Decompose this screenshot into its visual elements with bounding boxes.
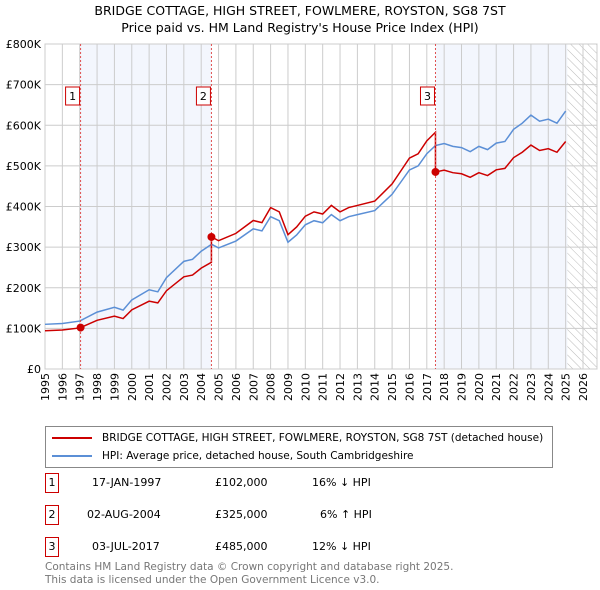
x-tick-label: 2005 [213,373,226,401]
x-tick-label: 2007 [247,373,260,401]
x-tick-label: 2023 [525,373,538,401]
sale-label: 1 [69,90,76,103]
footer-copyright: Contains HM Land Registry data © Crown c… [45,561,454,573]
x-tick-label: 1999 [108,373,121,401]
x-tick-label: 1995 [39,373,52,401]
x-tick-label: 2022 [508,373,521,401]
sale-label-box [195,86,211,106]
x-tick-label: 2013 [351,373,364,401]
x-tick-label: 2008 [265,373,278,401]
chart-title: BRIDGE COTTAGE, HIGH STREET, FOWLMERE, R… [94,3,506,18]
sale-label: 3 [424,90,431,103]
sale-number: 2 [45,505,59,525]
x-tick-label: 2016 [403,373,416,401]
x-tick-label: 2010 [299,373,312,401]
x-tick-label: 2004 [195,373,208,401]
sale-date: 02-AUG-2004 [87,508,161,521]
sale-label-box [419,86,435,106]
x-tick-label: 2015 [386,373,399,401]
x-tick-label: 2024 [542,373,555,401]
sale-date: 17-JAN-1997 [92,476,162,489]
x-tick-label: 2006 [230,373,243,401]
sale-hpi-diff: 6% ↑ HPI [320,508,372,521]
x-tick-label: 2012 [334,373,347,401]
x-tick-label: 2003 [178,373,191,401]
y-tick-label: £0 [27,363,41,376]
y-tick-label: £200K [6,282,42,295]
y-tick-label: £800K [6,38,42,51]
y-tick-label: £300K [6,241,42,254]
sale-point [207,232,216,241]
y-tick-label: £500K [6,160,42,173]
chart-subtitle: Price paid vs. HM Land Registry's House … [121,20,479,35]
sale-label: 2 [200,90,207,103]
sale-date: 03-JUL-2017 [92,540,160,553]
property-line [44,130,567,332]
x-tick-label: 2002 [160,373,173,401]
x-tick-label: 1997 [74,373,87,401]
x-tick-label: 1996 [56,373,69,401]
sale-price: £485,000 [215,540,268,553]
x-tick-label: 2019 [456,373,469,401]
sale-price: £325,000 [215,508,268,521]
sale-row: 1 17-JAN-1997 £102,000 16% ↓ HPI [45,473,445,493]
y-tick-label: £700K [6,79,42,92]
y-tick-label: £100K [6,322,42,335]
hpi-line [44,110,567,326]
price-chart: 1995 1996 1997 1998 1999 2000 2001 2002 2003 2004… [6,38,598,401]
sale-number: 1 [45,473,59,493]
legend-hpi: HPI: Average price, detached house, Sout… [102,450,414,462]
x-tick-label: 2025 [560,373,573,401]
legend-property: BRIDGE COTTAGE, HIGH STREET, FOWLMERE, R… [102,432,544,444]
y-tick-label: £400K [6,201,42,214]
sale-number: 3 [45,537,59,557]
x-tick-label: 1998 [91,373,104,401]
sale-row: 2 02-AUG-2004 £325,000 6% ↑ HPI [45,505,445,525]
x-tick-label: 2011 [317,373,330,401]
footer-licence: This data is licensed under the Open Gov… [45,574,380,586]
sale-point [76,323,85,332]
sale-row: 3 03-JUL-2017 £485,000 12% ↓ HPI [45,537,445,557]
sale-hpi-diff: 12% ↓ HPI [312,540,371,553]
x-tick-label: 2009 [282,373,295,401]
legend-hpi-swatch [52,455,92,457]
x-tick-label: 2020 [473,373,486,401]
sale-label-box [65,86,81,106]
sale-hpi-diff: 16% ↓ HPI [312,476,371,489]
legend: BRIDGE COTTAGE, HIGH STREET, FOWLMERE, R… [45,426,553,468]
x-tick-label: 2018 [438,373,451,401]
sale-point [431,167,440,176]
x-tick-label: 2017 [421,373,434,401]
plot-frame [44,43,598,370]
y-tick-label: £600K [6,119,42,132]
x-tick-label: 2021 [490,373,503,401]
x-tick-label: 2000 [126,373,139,401]
x-tick-label: 2026 [577,373,590,401]
x-tick-label: 2001 [143,373,156,401]
legend-property-swatch [52,437,92,439]
sale-price: £102,000 [215,476,268,489]
x-tick-label: 2014 [369,373,382,401]
